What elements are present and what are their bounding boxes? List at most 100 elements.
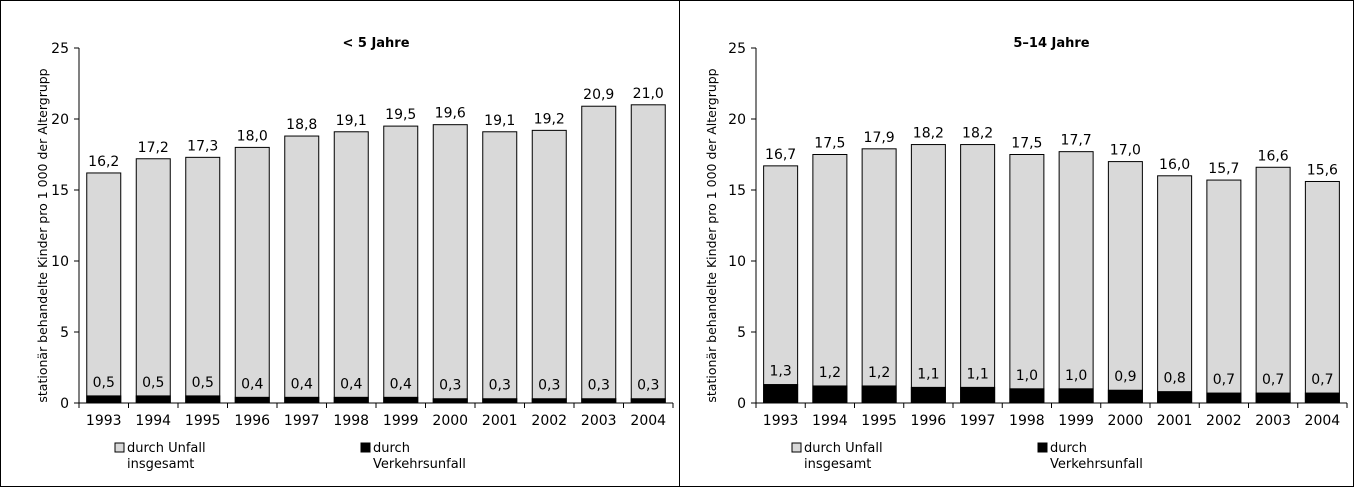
c1-value-label-total-1994: 17,5 [814,136,845,152]
c1-value-label-traffic-1999: 1,0 [1065,368,1087,384]
c1-value-label-traffic-2004: 0,7 [1311,372,1333,388]
c0-bar-traffic-1998 [333,396,369,404]
c0-value-label-total-1995: 17,3 [187,138,218,154]
c1-bar-total-1997 [960,144,996,404]
c1-value-label-total-1993: 16,7 [765,147,796,163]
c1-bar-traffic-1999 [1058,388,1094,404]
c1-value-label-traffic-1996: 1,1 [917,366,939,382]
chart-panel-5-14: 5–14 Jahre stationär behandelte Kinder pr… [679,0,1354,487]
c0-bar-total-2003 [581,105,617,404]
c0-x-tick-label-2002: 2002 [531,413,567,429]
c1-bar-traffic-2000 [1107,389,1143,404]
c0-legend-label-line1: durch [373,441,410,456]
c1-bar-traffic-1997 [960,386,996,404]
c1-bar-total-2004 [1304,180,1340,404]
c1-bar-traffic-2001 [1157,391,1193,404]
c1-bar-total-1999 [1058,151,1094,404]
c1-value-label-total-1995: 17,9 [864,130,895,146]
c1-value-label-total-2004: 15,6 [1307,162,1338,178]
c1-y-axis-label: stationär behandelte Kinder pro 1 000 de… [704,68,719,402]
c1-value-label-total-1997: 18,2 [962,126,993,142]
c0-y-tick-label: 10 [51,254,69,270]
c0-legend-label-line2: insgesamt [127,457,194,472]
c0-x-tick-label-1998: 1998 [333,413,369,429]
c0-bar-traffic-2000 [432,398,468,404]
c1-legend-label-line2: insgesamt [804,457,871,472]
c0-bar-total-2002 [531,129,567,404]
c0-value-label-traffic-2003: 0,3 [588,378,610,394]
c1-legend-label-line1: durch [1050,441,1087,456]
c1-y-tick-label: 20 [728,112,746,128]
c0-bar-total-1998 [333,131,369,404]
c1-bar-total-2002 [1206,179,1242,404]
c0-value-label-traffic-2000: 0,3 [439,378,461,394]
c0-x-tick-label-1995: 1995 [185,413,221,429]
c1-bar-total-1996 [910,144,946,404]
c0-value-label-traffic-1993: 0,5 [93,375,115,391]
c0-bar-traffic-1996 [234,396,270,404]
c1-x-tick-label-2002: 2002 [1206,413,1242,429]
c0-bar-total-2000 [432,124,468,404]
c0-value-label-traffic-1997: 0,4 [291,376,313,392]
c1-legend-swatch [791,442,802,453]
chart-panel-under-5: < 5 Jahre stationär behandelte Kinder pro… [0,0,680,487]
c0-bar-traffic-1995 [185,395,221,404]
c0-bar-total-2001 [482,131,518,404]
c1-x-tick-label-1994: 1994 [812,413,848,429]
c0-y-tick-label: 15 [51,183,69,199]
c1-value-label-total-2003: 16,6 [1258,148,1289,164]
c0-bar-traffic-1994 [135,395,171,404]
c0-value-label-total-2004: 21,0 [633,86,664,102]
c0-value-label-total-2000: 19,6 [435,106,466,122]
c1-bar-traffic-2003 [1255,392,1291,404]
c0-legend-label-line2: Verkehrsunfall [373,457,466,472]
c1-value-label-traffic-1997: 1,1 [966,366,988,382]
c0-value-label-traffic-1996: 0,4 [241,376,263,392]
c1-bar-traffic-1994 [812,385,848,404]
c0-value-label-total-1997: 18,8 [286,117,317,133]
c1-x-tick-label-2004: 2004 [1305,413,1341,429]
c0-legend-swatch [114,442,125,453]
c0-value-label-traffic-2001: 0,3 [489,378,511,394]
c0-bar-total-1997 [284,135,320,404]
c0-bar-total-1995 [185,156,221,404]
c1-bar-total-2000 [1107,161,1143,404]
c0-bar-traffic-2001 [482,398,518,404]
c0-value-label-traffic-1995: 0,5 [192,375,214,391]
c0-bar-total-1993 [86,172,122,404]
c1-y-tick-label: 10 [728,254,746,270]
c0-value-label-traffic-1994: 0,5 [142,375,164,391]
c0-value-label-total-2003: 20,9 [583,87,614,103]
c0-value-label-traffic-2002: 0,3 [538,378,560,394]
c1-bar-traffic-1993 [763,384,799,404]
c1-x-tick-label-1999: 1999 [1058,413,1094,429]
c0-legend-label-line1: durch Unfall [127,441,206,456]
c1-y-tick-label: 25 [728,41,746,57]
c1-x-tick-label-2001: 2001 [1157,413,1193,429]
c1-bar-total-2003 [1255,166,1291,404]
c0-y-tick-label: 0 [60,396,69,412]
c0-bar-traffic-2004 [630,398,666,404]
c1-y-tick-label: 0 [737,396,746,412]
c1-value-label-total-1999: 17,7 [1061,133,1092,149]
c1-bar-total-1998 [1009,154,1045,404]
c1-value-label-traffic-2001: 0,8 [1163,371,1185,387]
c0-x-tick-label-2000: 2000 [432,413,468,429]
c0-y-axis-label: stationär behandelte Kinder pro 1 000 de… [35,68,50,402]
c1-value-label-total-2001: 16,0 [1159,157,1190,173]
c0-chart-title: < 5 Jahre [342,36,409,51]
c1-bar-traffic-1998 [1009,388,1045,404]
c1-value-label-total-1996: 18,2 [913,126,944,142]
c1-bar-traffic-1995 [861,385,897,404]
c1-x-tick-label-1997: 1997 [960,413,996,429]
c0-x-tick-label-1993: 1993 [86,413,122,429]
c1-value-label-traffic-1995: 1,2 [868,365,890,381]
c0-bar-traffic-1993 [86,395,122,404]
c1-chart-title: 5–14 Jahre [1013,36,1089,51]
c0-x-tick-label-1997: 1997 [284,413,320,429]
c0-value-label-total-2001: 19,1 [484,113,515,129]
c1-value-label-traffic-1998: 1,0 [1016,368,1038,384]
